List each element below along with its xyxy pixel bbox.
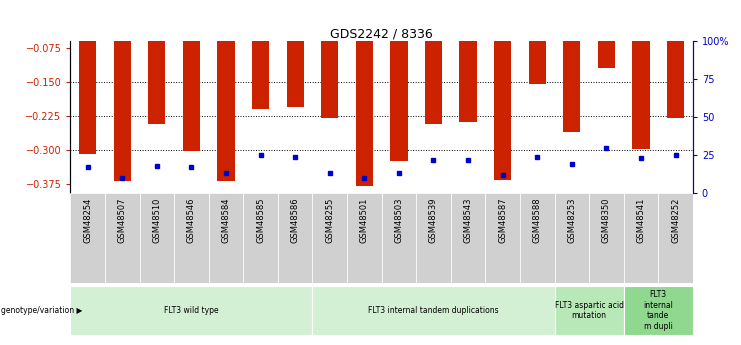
Bar bbox=[459, 14, 476, 121]
Text: GSM48253: GSM48253 bbox=[568, 198, 576, 243]
Bar bbox=[658, 193, 693, 283]
Bar bbox=[209, 193, 243, 283]
Text: GSM48587: GSM48587 bbox=[498, 198, 507, 243]
Bar bbox=[278, 193, 313, 283]
Bar bbox=[494, 14, 511, 180]
Bar bbox=[139, 193, 174, 283]
Text: GSM48507: GSM48507 bbox=[118, 198, 127, 243]
Bar bbox=[70, 286, 313, 335]
Text: GSM48252: GSM48252 bbox=[671, 198, 680, 243]
Bar bbox=[598, 14, 615, 68]
Text: GSM48539: GSM48539 bbox=[429, 198, 438, 243]
Bar bbox=[391, 14, 408, 161]
Text: GSM48546: GSM48546 bbox=[187, 198, 196, 243]
Bar bbox=[554, 193, 589, 283]
Text: GSM48350: GSM48350 bbox=[602, 198, 611, 243]
Text: FLT3 internal tandem duplications: FLT3 internal tandem duplications bbox=[368, 306, 499, 315]
Text: genotype/variation ▶: genotype/variation ▶ bbox=[1, 306, 82, 315]
Bar bbox=[243, 193, 278, 283]
Text: GSM48543: GSM48543 bbox=[464, 198, 473, 243]
Bar bbox=[252, 14, 269, 109]
Bar bbox=[321, 14, 339, 118]
Text: GSM48588: GSM48588 bbox=[533, 198, 542, 243]
Bar bbox=[451, 193, 485, 283]
Bar bbox=[217, 14, 235, 181]
Text: GSM48586: GSM48586 bbox=[290, 198, 299, 243]
Bar bbox=[148, 14, 165, 124]
Bar bbox=[520, 193, 554, 283]
Bar bbox=[632, 14, 650, 149]
Bar bbox=[563, 14, 580, 132]
Text: FLT3 aspartic acid
mutation: FLT3 aspartic acid mutation bbox=[554, 301, 624, 320]
Bar bbox=[313, 286, 554, 335]
Bar bbox=[485, 193, 520, 283]
Title: GDS2242 / 8336: GDS2242 / 8336 bbox=[330, 27, 433, 40]
Bar bbox=[287, 14, 304, 107]
Bar bbox=[416, 193, 451, 283]
Bar bbox=[347, 193, 382, 283]
Text: GSM48255: GSM48255 bbox=[325, 198, 334, 243]
Text: GSM48541: GSM48541 bbox=[637, 198, 645, 243]
Bar bbox=[589, 193, 624, 283]
Bar bbox=[105, 193, 139, 283]
Text: GSM48501: GSM48501 bbox=[360, 198, 369, 243]
Bar bbox=[528, 14, 546, 85]
Text: GSM48503: GSM48503 bbox=[394, 198, 403, 243]
Bar bbox=[624, 286, 693, 335]
Text: GSM48254: GSM48254 bbox=[83, 198, 92, 243]
Bar bbox=[70, 193, 105, 283]
Bar bbox=[183, 14, 200, 151]
Bar bbox=[113, 14, 131, 181]
Bar bbox=[313, 193, 347, 283]
Bar bbox=[356, 14, 373, 186]
Bar bbox=[667, 14, 684, 118]
Bar bbox=[554, 286, 624, 335]
Bar bbox=[425, 14, 442, 124]
Text: GSM48584: GSM48584 bbox=[222, 198, 230, 243]
Text: FLT3
internal
tande
m dupli: FLT3 internal tande m dupli bbox=[643, 290, 673, 331]
Bar bbox=[382, 193, 416, 283]
Text: GSM48510: GSM48510 bbox=[153, 198, 162, 243]
Text: GSM48585: GSM48585 bbox=[256, 198, 265, 243]
Bar bbox=[174, 193, 209, 283]
Bar bbox=[624, 193, 658, 283]
Bar bbox=[79, 14, 96, 154]
Text: FLT3 wild type: FLT3 wild type bbox=[164, 306, 219, 315]
